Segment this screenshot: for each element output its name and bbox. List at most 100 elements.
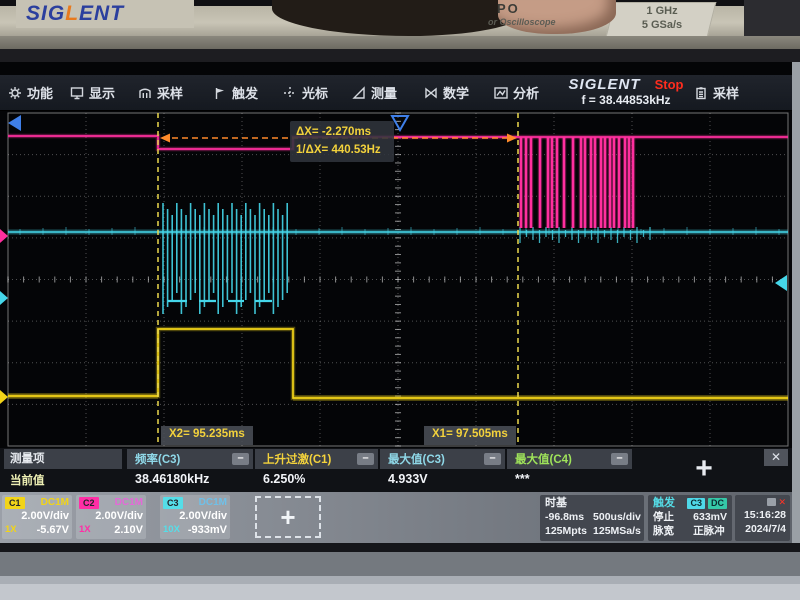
trigger-position-marker[interactable] [390,115,410,133]
measure-row-current: 当前值 [10,475,45,487]
channel-tag: C2 [79,496,99,509]
menu-item-3[interactable]: 采样 [138,75,183,110]
channel-tag: C1 [5,496,25,509]
trigger-source-badge: C3 [687,497,705,509]
siglent-brand-logo: SIGLENT [26,2,125,25]
gear-icon [9,86,21,99]
add-measurement-button[interactable]: + [695,452,713,485]
menu-item-label: 采样 [713,86,740,101]
finger-tip [498,0,616,34]
menu-item-label: 数学 [443,86,470,101]
trigger-mode: 停止 [653,511,674,523]
menu-item-5[interactable]: 光标 [283,75,328,110]
acquisition-status: Stop [654,77,684,92]
channel-tag: C3 [163,496,183,509]
timebase-box[interactable]: 时基 -96.8ms 500us/div 125Mpts 125MSa/s [540,495,644,541]
measurement-cell-4[interactable]: 最大值(C4) – [507,449,632,469]
measurement-cell-3[interactable]: 最大值(C3) – [380,449,505,469]
channel-offset-marker-3[interactable] [0,390,8,404]
usb-icon [767,498,777,506]
menu-item-7[interactable]: 数学 [424,75,469,110]
menu-item-label: 功能 [27,86,54,101]
close-measurements-button[interactable]: ✕ [764,449,788,466]
menu-item-8[interactable]: 分析 [494,75,539,110]
channel-probe: 1X [5,524,17,535]
channel-offset: 2.10V [114,524,143,536]
clipboard-icon [696,86,706,99]
delta-x-value: ΔX= -2.270ms [296,126,372,138]
measurement-name: 最大值(C4) [515,454,572,466]
brand-plaque: SIGLENT [16,0,194,28]
remove-measurement-button[interactable]: – [484,453,501,465]
menu-item-1[interactable]: 功能 [8,75,53,110]
menu-siglent-logo: SIGLENT [568,76,641,93]
channel-offset-marker-2[interactable] [0,291,8,305]
timebase-delay: -96.8ms [545,511,585,523]
logo-status-block: SIGLENT Stop f = 38.44853kHz [556,76,696,109]
channel-scale: 2.00V/div [21,510,69,522]
menu-item-4[interactable]: 触发 [213,75,258,110]
bezel-corner [744,0,800,40]
channel-box-c3[interactable]: C3 DC1M 2.00V/div 10X -933mV [160,495,230,539]
timebase-scale: 500us/div [593,511,641,523]
math-icon [425,87,437,98]
menu-item-2[interactable]: 显示 [70,75,115,110]
display-icon [70,86,84,99]
cursor-x2-label[interactable]: X2= 95.235ms [161,426,253,445]
bezel-text-oscilloscope-2: or Oscilloscope [488,17,556,27]
acquire-icon [139,88,151,98]
menu-item-label: 采样 [157,86,184,101]
bezel-band-3 [0,49,800,62]
trigger-slope: 正脉冲 [693,525,725,537]
channel-coupling: DC1M [114,497,143,508]
delta-x-arrow-right [507,133,517,143]
system-time: 15:16:28 [743,509,786,521]
measurement-value: 38.46180kHz [135,472,210,486]
trigger-type: 脉宽 [653,525,674,537]
channel-coupling: DC1M [40,497,69,508]
menu-item-label: 光标 [302,86,329,101]
remove-measurement-button[interactable]: – [232,453,249,465]
trigger-box[interactable]: 触发 C3 DC 停止 633mV 脉宽 正脉冲 [648,495,732,541]
trace-c1 [8,328,788,399]
channel-box-c1[interactable]: C1 DC1M 2.00V/div 1X -5.67V [2,495,72,539]
lcd-screen: SIGLENT Stop f = 38.44853kHz 功能 显示 采样 触发 光标测… [0,62,792,543]
remove-measurement-button[interactable]: – [357,453,374,465]
system-date: 2024/7/4 [745,523,786,535]
menu-item-9[interactable]: 采样 [694,75,739,110]
clock-box: ✕ 15:16:28 2024/7/4 [735,495,790,541]
measure-row-header: 测量项 [4,449,122,469]
add-channel-button[interactable]: + [255,496,321,538]
channel-box-c2[interactable]: C2 DC1M 2.00V/div 1X 2.10V [76,495,146,539]
measurement-cell-1[interactable]: 频率(C3) – [127,449,253,469]
menu-item-label: 测量 [371,86,398,101]
disconnected-x-icon: ✕ [778,496,786,507]
bandwidth-sample-spec: 1 GHz 5 GSa/s [641,5,683,31]
channel-scale: 2.00V/div [179,510,227,522]
measurement-name: 频率(C3) [135,454,181,466]
trigger-level-marker[interactable] [775,275,787,291]
remove-measurement-button[interactable]: – [611,453,628,465]
top-menu-bar: SIGLENT Stop f = 38.44853kHz 功能 显示 采样 触发 光标 测… [0,75,792,111]
menu-item-label: 触发 [232,86,259,101]
measurement-value: *** [515,472,530,486]
analysis-icon [494,86,508,99]
channel-offset-marker-1[interactable] [0,229,8,243]
menu-item-label: 显示 [89,86,116,101]
measure-icon [352,85,365,99]
bezel-right [792,62,800,543]
measurement-name: 最大值(C3) [388,454,445,466]
delta-x-arrow-left [160,133,170,143]
channel-offset: -933mV [187,524,227,536]
measurement-name: 上升过激(C1) [263,454,332,466]
channel-scale: 2.00V/div [95,510,143,522]
trigger-flag-icon [215,87,224,99]
bezel-bottom [0,543,800,600]
measurement-cell-2[interactable]: 上升过激(C1) – [255,449,378,469]
cursor-x1-label[interactable]: X1= 97.505ms [424,426,516,445]
menu-item-6[interactable]: 测量 [352,75,397,110]
waveform-display [0,112,789,447]
channel-probe: 1X [79,524,91,535]
